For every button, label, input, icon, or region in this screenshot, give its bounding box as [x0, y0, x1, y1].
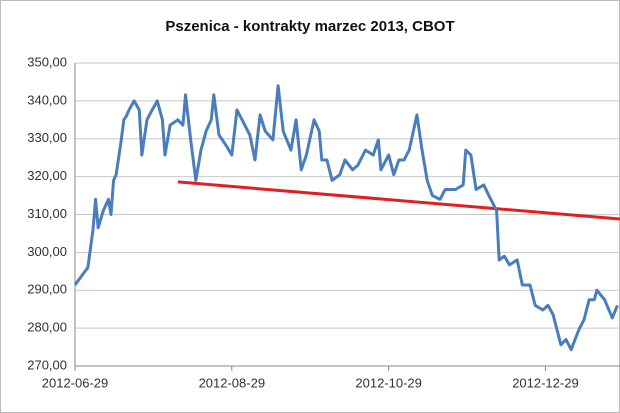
y-tick-label: 320,00: [27, 168, 67, 183]
x-tick-label: 2012-10-29: [355, 375, 422, 390]
data-line: [73, 84, 619, 352]
chart-title: Pszenica - kontrakty marzec 2013, CBOT: [165, 18, 454, 35]
y-tick-label: 330,00: [27, 130, 67, 145]
y-tick-label: 300,00: [27, 244, 67, 259]
y-tick-label: 270,00: [27, 357, 67, 372]
x-tick-label: 2012-08-29: [199, 375, 266, 390]
trend-line: [177, 180, 620, 221]
y-tick-label: 280,00: [27, 320, 67, 335]
y-tick-label: 340,00: [27, 92, 67, 107]
x-tick-label: 2012-06-29: [42, 375, 109, 390]
y-tick-label: 350,00: [27, 54, 67, 69]
y-tick-label: 310,00: [27, 206, 67, 221]
x-tick-label: 2012-12-29: [512, 375, 579, 390]
y-tick-label: 290,00: [27, 282, 67, 297]
